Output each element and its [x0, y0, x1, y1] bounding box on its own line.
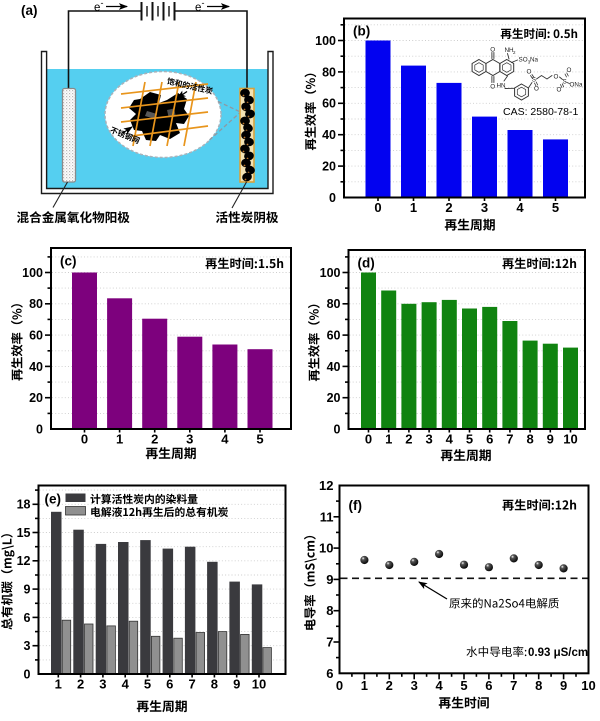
svg-text:100: 100 — [22, 266, 43, 280]
svg-text:0.93 μS/cm: 0.93 μS/cm — [528, 647, 588, 659]
svg-text:6: 6 — [326, 666, 333, 681]
svg-text:7: 7 — [188, 677, 195, 692]
svg-text:e: e — [195, 2, 201, 14]
svg-text:O: O — [534, 86, 539, 93]
svg-text:1: 1 — [361, 678, 368, 693]
svg-text:60: 60 — [322, 97, 336, 111]
svg-text:0: 0 — [336, 678, 343, 693]
svg-text:4: 4 — [435, 678, 443, 693]
svg-text:(f): (f) — [349, 498, 363, 513]
svg-text:(e): (e) — [45, 492, 62, 507]
svg-text:0: 0 — [334, 422, 341, 436]
svg-text:e: e — [94, 2, 100, 14]
svg-text:9: 9 — [326, 572, 333, 587]
svg-text:(b): (b) — [353, 24, 370, 39]
svg-text:7: 7 — [510, 678, 517, 693]
svg-text:9: 9 — [547, 432, 554, 447]
svg-text:0: 0 — [24, 667, 31, 681]
svg-text:3: 3 — [24, 639, 31, 653]
svg-text:(d): (d) — [358, 256, 375, 271]
svg-text:4: 4 — [516, 200, 524, 215]
svg-text:5: 5 — [144, 677, 151, 692]
svg-text:O: O — [527, 69, 532, 76]
svg-text:2: 2 — [151, 432, 158, 447]
svg-text:Na: Na — [530, 57, 539, 64]
svg-text:1: 1 — [55, 677, 62, 692]
svg-text:1: 1 — [410, 200, 417, 215]
svg-text:1: 1 — [116, 432, 123, 447]
svg-text:O: O — [490, 84, 495, 91]
svg-text:2: 2 — [405, 432, 412, 447]
svg-text:18: 18 — [17, 498, 31, 512]
svg-text:6: 6 — [485, 678, 492, 693]
svg-text:60: 60 — [29, 329, 43, 343]
svg-text:100: 100 — [320, 266, 341, 280]
svg-text:40: 40 — [29, 360, 43, 374]
svg-text:10: 10 — [563, 432, 577, 447]
svg-text:100: 100 — [315, 34, 336, 48]
svg-text:CAS: 2580-78-1: CAS: 2580-78-1 — [503, 106, 578, 118]
svg-text:15: 15 — [17, 526, 31, 540]
svg-text:-: - — [202, 0, 205, 8]
svg-text:3: 3 — [425, 432, 432, 447]
svg-text:80: 80 — [29, 297, 43, 311]
svg-text:8: 8 — [211, 677, 218, 692]
svg-text:5: 5 — [466, 432, 473, 447]
svg-text:O: O — [554, 74, 559, 81]
svg-text:80: 80 — [327, 297, 341, 311]
svg-text:5: 5 — [256, 432, 263, 447]
svg-text:9: 9 — [233, 677, 240, 692]
svg-text:20: 20 — [327, 391, 341, 405]
svg-text:5: 5 — [460, 678, 467, 693]
svg-text:60: 60 — [327, 329, 341, 343]
svg-text:9: 9 — [560, 678, 567, 693]
svg-text:4: 4 — [122, 677, 130, 692]
svg-text:-: - — [101, 0, 104, 8]
svg-text:(a): (a) — [21, 3, 38, 18]
svg-text:12: 12 — [17, 554, 31, 568]
svg-text:5: 5 — [552, 200, 559, 215]
svg-text:11: 11 — [320, 509, 334, 524]
svg-text:S: S — [563, 79, 567, 86]
svg-text:0: 0 — [365, 432, 372, 447]
svg-text:8: 8 — [526, 432, 533, 447]
svg-text:20: 20 — [29, 391, 43, 405]
svg-text:3: 3 — [186, 432, 193, 447]
svg-text:20: 20 — [322, 160, 336, 174]
svg-text:6: 6 — [166, 677, 173, 692]
svg-text:O: O — [490, 47, 495, 54]
svg-text:10: 10 — [319, 541, 333, 556]
svg-text:2: 2 — [386, 678, 393, 693]
svg-text:SO: SO — [519, 57, 528, 64]
svg-text:3: 3 — [99, 677, 106, 692]
svg-text:10: 10 — [581, 678, 595, 693]
svg-text:9: 9 — [24, 583, 31, 597]
svg-text:2: 2 — [77, 677, 84, 692]
svg-text:0: 0 — [329, 191, 336, 205]
svg-text:10: 10 — [252, 677, 266, 692]
svg-text:40: 40 — [322, 128, 336, 142]
svg-text:8: 8 — [535, 678, 542, 693]
svg-text:ONa: ONa — [570, 82, 583, 89]
svg-text:O: O — [567, 67, 572, 74]
svg-text:7: 7 — [326, 635, 333, 650]
svg-text:6: 6 — [486, 432, 493, 447]
svg-text:O: O — [557, 87, 562, 94]
svg-text:4: 4 — [221, 432, 229, 447]
svg-text:(c): (c) — [60, 254, 77, 269]
svg-text:12: 12 — [319, 478, 333, 493]
svg-text:4: 4 — [446, 432, 454, 447]
svg-text:3: 3 — [411, 678, 418, 693]
svg-text:40: 40 — [327, 360, 341, 374]
svg-text:0: 0 — [374, 200, 381, 215]
svg-text:6: 6 — [24, 611, 31, 625]
svg-text:2: 2 — [445, 200, 452, 215]
svg-text:0: 0 — [36, 422, 43, 436]
svg-text:80: 80 — [322, 65, 336, 79]
svg-text:3: 3 — [481, 200, 488, 215]
svg-text:7: 7 — [506, 432, 513, 447]
svg-text:0: 0 — [81, 432, 88, 447]
svg-text:8: 8 — [326, 603, 333, 618]
svg-text:1: 1 — [385, 432, 392, 447]
